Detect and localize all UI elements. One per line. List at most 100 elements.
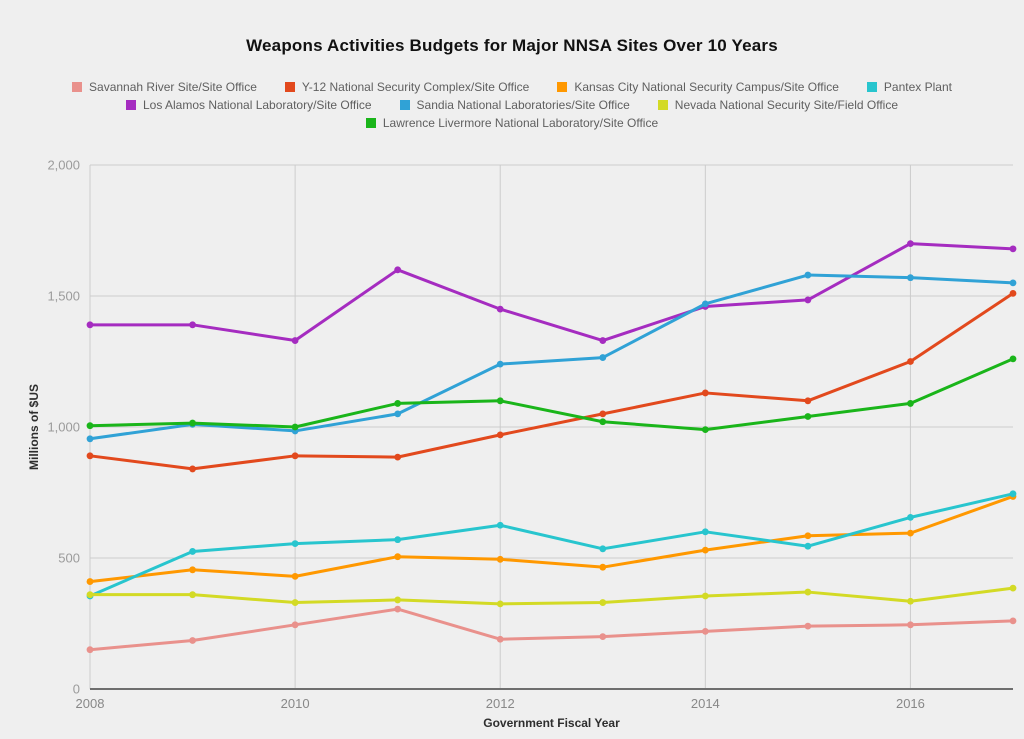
data-point[interactable] — [1009, 289, 1017, 297]
data-point[interactable] — [291, 452, 299, 460]
data-point[interactable] — [291, 572, 299, 580]
data-point[interactable] — [394, 553, 402, 561]
y-tick-label: 1,000 — [47, 420, 80, 435]
x-tick-label: 2016 — [896, 696, 925, 711]
data-point[interactable] — [291, 621, 299, 629]
data-point[interactable] — [907, 400, 914, 407]
data-point[interactable] — [599, 410, 607, 418]
data-point[interactable] — [599, 599, 607, 606]
data-point[interactable] — [496, 397, 504, 405]
data-point[interactable] — [394, 536, 402, 544]
data-point[interactable] — [189, 591, 196, 599]
legend-label: Sandia National Laboratories/Site Office — [416, 98, 630, 112]
data-point[interactable] — [804, 271, 812, 279]
data-point[interactable] — [86, 321, 94, 329]
data-point[interactable] — [496, 305, 504, 313]
series-line-4[interactable] — [88, 242, 1015, 343]
legend-item[interactable]: Savannah River Site/Site Office — [72, 80, 257, 94]
data-point[interactable] — [189, 637, 196, 644]
data-point[interactable] — [394, 453, 402, 461]
data-point[interactable] — [1009, 355, 1017, 363]
data-point[interactable] — [189, 419, 196, 427]
data-point[interactable] — [189, 321, 196, 329]
legend-item[interactable]: Sandia National Laboratories/Site Office — [399, 98, 630, 112]
legend-item[interactable]: Nevada National Security Site/Field Offi… — [657, 98, 898, 112]
data-point[interactable] — [907, 358, 914, 365]
data-point[interactable] — [804, 397, 812, 405]
data-point[interactable] — [599, 633, 607, 640]
data-point[interactable] — [1009, 245, 1017, 253]
data-point[interactable] — [804, 296, 812, 304]
data-point[interactable] — [599, 337, 607, 344]
data-point[interactable] — [291, 599, 299, 606]
data-point[interactable] — [394, 605, 402, 613]
data-point[interactable] — [907, 240, 914, 248]
legend-item[interactable]: Los Alamos National Laboratory/Site Offi… — [125, 98, 372, 112]
data-point[interactable] — [189, 548, 196, 555]
data-point[interactable] — [291, 337, 299, 344]
chart-title: Weapons Activities Budgets for Major NNS… — [246, 36, 778, 55]
data-point[interactable] — [1009, 617, 1017, 625]
data-point[interactable] — [599, 563, 607, 571]
data-point[interactable] — [496, 360, 504, 368]
data-point[interactable] — [599, 545, 607, 553]
data-point[interactable] — [291, 423, 299, 431]
data-point[interactable] — [804, 588, 812, 596]
legend-item[interactable]: Lawrence Livermore National Laboratory/S… — [365, 116, 658, 130]
data-point[interactable] — [701, 627, 709, 635]
data-point[interactable] — [701, 389, 709, 397]
data-point[interactable] — [804, 542, 812, 550]
data-point[interactable] — [394, 400, 402, 407]
data-point[interactable] — [496, 635, 504, 643]
legend-item[interactable]: Y-12 National Security Complex/Site Offi… — [284, 80, 529, 94]
data-point[interactable] — [701, 592, 709, 600]
series-line-0[interactable] — [88, 607, 1015, 652]
data-point[interactable] — [291, 540, 299, 547]
data-point[interactable] — [1009, 279, 1017, 287]
data-point[interactable] — [701, 546, 709, 554]
data-point[interactable] — [701, 300, 709, 308]
data-point[interactable] — [1009, 490, 1017, 498]
data-point[interactable] — [907, 529, 914, 537]
legend-item[interactable]: Pantex Plant — [866, 80, 952, 94]
x-tick-label: 2010 — [281, 696, 310, 711]
data-point[interactable] — [496, 600, 504, 608]
data-point[interactable] — [701, 528, 709, 536]
data-point[interactable] — [189, 566, 196, 574]
series-line-3[interactable] — [88, 492, 1015, 598]
data-point[interactable] — [907, 621, 914, 629]
legend-label: Pantex Plant — [883, 80, 952, 94]
data-point[interactable] — [86, 646, 94, 654]
data-point[interactable] — [86, 452, 94, 460]
data-point[interactable] — [86, 591, 94, 599]
data-point[interactable] — [86, 578, 94, 585]
data-point[interactable] — [394, 410, 402, 418]
data-point[interactable] — [701, 426, 709, 434]
data-point[interactable] — [496, 431, 504, 439]
data-point[interactable] — [599, 354, 607, 361]
data-point[interactable] — [86, 422, 94, 430]
data-point[interactable] — [804, 622, 812, 630]
series-line-1[interactable] — [88, 291, 1015, 471]
data-point[interactable] — [496, 555, 504, 563]
series-line-2[interactable] — [88, 494, 1015, 584]
data-point[interactable] — [394, 596, 402, 604]
data-point[interactable] — [496, 521, 504, 529]
data-point[interactable] — [804, 413, 812, 420]
data-point[interactable] — [599, 418, 607, 426]
data-point[interactable] — [189, 465, 196, 473]
series-line-6[interactable] — [88, 586, 1015, 606]
data-point[interactable] — [1009, 584, 1017, 592]
data-point[interactable] — [394, 266, 402, 274]
legend-item[interactable]: Kansas City National Security Campus/Sit… — [557, 80, 839, 94]
series-line-5[interactable] — [88, 273, 1015, 441]
data-point[interactable] — [907, 597, 914, 605]
legend-swatch-icon — [365, 118, 376, 128]
data-point[interactable] — [907, 274, 914, 282]
data-point[interactable] — [804, 532, 812, 540]
data-point[interactable] — [907, 513, 914, 521]
y-tick-label: 0 — [73, 682, 80, 697]
data-point[interactable] — [86, 435, 94, 443]
series-line-7[interactable] — [88, 357, 1015, 432]
